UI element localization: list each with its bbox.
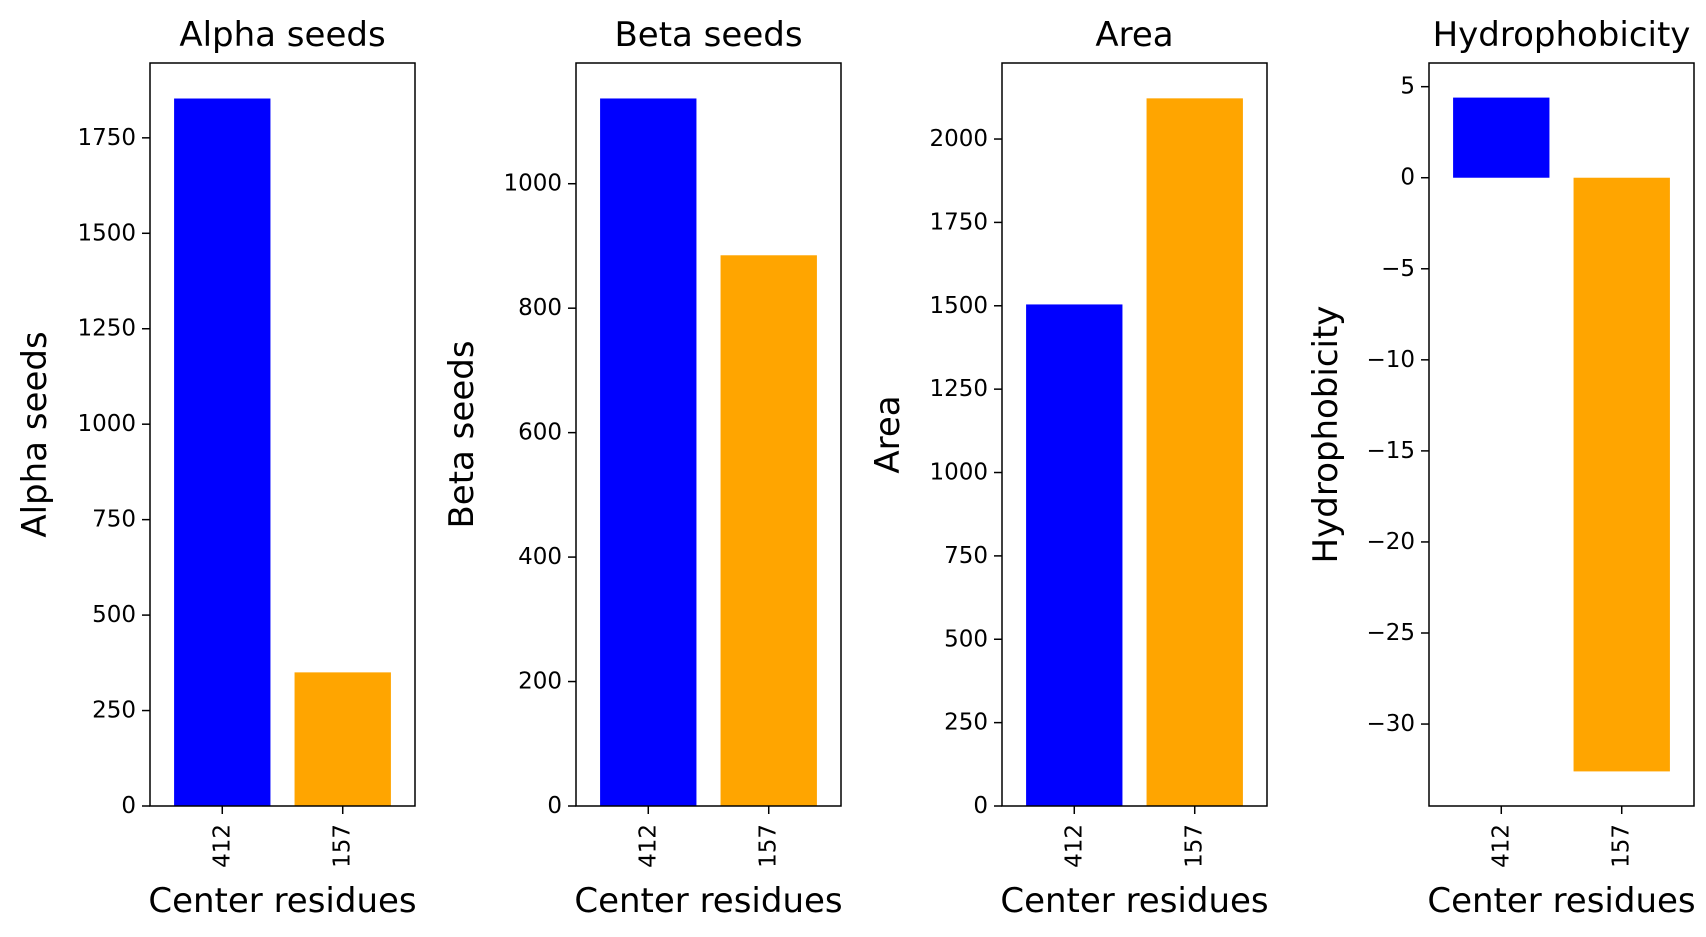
x-axis-label: Center residues [1000, 881, 1268, 921]
chart-title: Area [1095, 15, 1173, 55]
x-tick-label: 157 [756, 824, 782, 868]
bar-157 [294, 672, 391, 806]
y-tick-label: 200 [518, 669, 562, 695]
y-tick-label: 800 [518, 295, 562, 321]
chart-title: Alpha seeds [179, 15, 385, 55]
bar-412 [600, 98, 697, 807]
y-tick-label: 1250 [929, 376, 988, 402]
bar-412 [174, 98, 271, 806]
y-axis-label: Hydrophobicity [1306, 306, 1346, 564]
x-tick-label: 412 [1061, 824, 1087, 868]
y-tick-label: 750 [92, 507, 136, 533]
y-tick-label: 1000 [929, 460, 988, 486]
y-tick-label: 0 [973, 793, 988, 819]
x-tick-label: 157 [1182, 824, 1208, 868]
axes-frame [1428, 62, 1695, 807]
x-tick-label: 157 [1609, 824, 1635, 868]
bar-157 [1573, 177, 1670, 772]
y-tick-label: −25 [1366, 620, 1415, 646]
y-tick-label: 250 [944, 710, 988, 736]
y-tick-label: −30 [1366, 711, 1415, 737]
y-tick-label: −15 [1366, 438, 1415, 464]
axes-frame [1001, 62, 1268, 807]
y-tick-label: 1750 [929, 209, 988, 235]
y-tick-label: 2000 [929, 126, 988, 152]
subplot-1: 412 157 0 250 500 750 1000 1250 1500 1750 Alpha se… [15, 15, 417, 921]
y-tick-label: 500 [944, 626, 988, 652]
x-tick-label: 412 [209, 824, 235, 868]
y-tick-label: 1000 [77, 411, 136, 437]
y-tick-label: 500 [92, 602, 136, 628]
y-tick-label: 1000 [503, 171, 562, 197]
x-tick-label: 157 [330, 824, 356, 868]
y-tick-label: −10 [1366, 347, 1415, 373]
y-tick-label: 600 [518, 420, 562, 446]
x-tick-label: 412 [635, 824, 661, 868]
bar-412 [1453, 97, 1550, 178]
axes-frame [575, 62, 842, 807]
chart-title: Hydrophobicity [1433, 15, 1691, 55]
y-tick-label: 250 [92, 698, 136, 724]
bar-157 [720, 255, 817, 806]
chart-title: Beta seeds [614, 15, 802, 55]
subplot-4: 412 157 −30 −25 −20 −15 −10 −5 0 5 Hydrophobicity C… [1306, 15, 1696, 921]
x-axis-label: Center residues [574, 881, 842, 921]
y-tick-label: 0 [547, 793, 562, 819]
y-tick-label: −5 [1381, 256, 1415, 282]
subplot-3: 412 157 0 250 500 750 1000 1250 1500 1750 2000 Area… [868, 15, 1269, 921]
x-tick-label: 412 [1488, 824, 1514, 868]
y-tick-label: 1500 [929, 293, 988, 319]
y-tick-label: 1750 [77, 125, 136, 151]
y-tick-label: 0 [121, 793, 136, 819]
bar-412 [1026, 304, 1123, 806]
y-axis-label: Area [868, 395, 908, 473]
y-tick-label: 0 [1400, 165, 1415, 191]
y-tick-label: 750 [944, 543, 988, 569]
y-axis-label: Beta seeds [442, 340, 482, 528]
axes-frame [149, 62, 416, 807]
y-tick-label: 1250 [77, 316, 136, 342]
x-axis-label: Center residues [1427, 881, 1695, 921]
y-tick-label: −20 [1366, 529, 1415, 555]
y-axis-label: Alpha seeds [15, 331, 55, 537]
y-tick-label: 400 [518, 544, 562, 570]
y-tick-label: 5 [1400, 74, 1415, 100]
bar-157 [1146, 98, 1243, 807]
subplot-2: 412 157 0 200 400 600 800 1000 Beta seeds Center … [442, 15, 843, 921]
x-axis-label: Center residues [148, 881, 416, 921]
y-tick-label: 1500 [77, 220, 136, 246]
